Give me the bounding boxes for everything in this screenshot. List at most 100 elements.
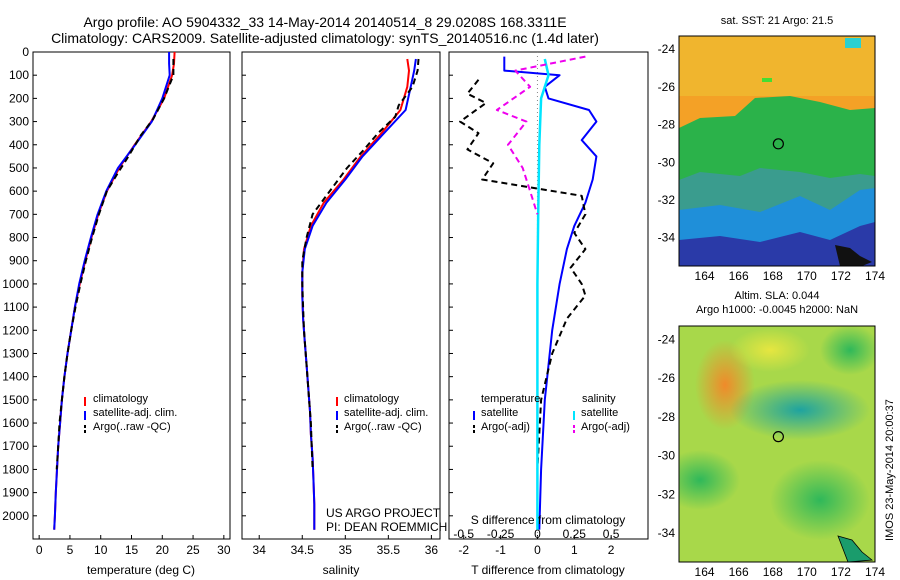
salinity-plot-frame	[241, 51, 441, 540]
difference-legend: temperature salinity satellite Argo(-adj…	[473, 393, 630, 434]
legend-label-argo: Argo(..raw -QC)	[93, 421, 171, 433]
x-tick-label: 5	[67, 543, 74, 557]
x-tick-label-top: -0.5	[453, 527, 474, 541]
credit-project: US ARGO PROJECT	[326, 506, 441, 520]
sla-map-subtitle: Argo h1000: -0.0045 h2000: NaN	[696, 304, 858, 316]
legend-label-t-satellite: satellite	[481, 407, 518, 419]
series-line-differences-0	[503, 56, 598, 530]
y-tick-label: 500	[9, 161, 29, 175]
map-x-tick-label: 172	[831, 269, 851, 283]
x-tick-label: 34.5	[291, 543, 315, 557]
series-line-salinity-1	[301, 58, 417, 530]
y-tick-label: 600	[9, 184, 29, 198]
y-tick-label: 1300	[2, 346, 29, 360]
temperature-legend: climatology satellite-adj. clim. Argo(..…	[84, 393, 177, 434]
timestamp-stamp: IMOS 23-May-2014 20:00:37	[884, 399, 896, 541]
x-tick-label: 1	[571, 543, 578, 557]
x-tick-label: 35	[339, 543, 353, 557]
y-tick-label: 1800	[2, 462, 29, 476]
float-position-marker	[772, 431, 784, 443]
temperature-xlabel: temperature (deg C)	[87, 563, 195, 577]
salinity-xlabel: salinity	[323, 563, 360, 577]
legend-label-argo: Argo(..raw -QC)	[344, 421, 422, 433]
x-tick-label: 2	[608, 543, 615, 557]
y-tick-label: 0	[22, 45, 29, 59]
y-tick-label: 300	[9, 115, 29, 129]
map-y-tick-label: -28	[658, 118, 676, 132]
temperature-plot-frame	[32, 51, 231, 540]
y-tick-label: 2000	[2, 509, 29, 523]
map-x-tick-label: 166	[729, 565, 749, 579]
y-tick-label: 1700	[2, 439, 29, 453]
float-position-marker	[772, 138, 784, 150]
map-x-tick-label: 170	[797, 269, 817, 283]
map-y-tick-label: -32	[658, 487, 676, 501]
y-tick-label: 1900	[2, 486, 29, 500]
map-x-tick-label: 164	[695, 269, 715, 283]
legend-label-satellite: satellite-adj. clim.	[344, 407, 428, 419]
series-line-salinity-2	[301, 58, 420, 470]
series-line-salinity-0	[301, 58, 410, 530]
series-line-temperature-0	[53, 51, 176, 530]
x-tick-label: 34	[253, 543, 267, 557]
map-y-tick-label: -26	[658, 371, 676, 385]
y-tick-label: 1200	[2, 323, 29, 337]
series-line-temperature-2	[55, 59, 175, 470]
y-tick-label: 800	[9, 231, 29, 245]
x-tick-label-top: 0.25	[563, 527, 587, 541]
x-tick-label: 0	[36, 543, 43, 557]
map-x-tick-label: 174	[865, 565, 885, 579]
sla-map-frame	[678, 325, 876, 563]
x-tick-label: 36	[425, 543, 439, 557]
map-x-tick-label: 168	[763, 269, 783, 283]
map-y-tick-label: -28	[658, 410, 676, 424]
y-tick-label: 200	[9, 91, 29, 105]
salinity-legend: climatology satellite-adj. clim. Argo(..…	[336, 393, 428, 434]
legend-label-satellite: satellite-adj. clim.	[93, 407, 177, 419]
series-line-differences-2	[536, 58, 550, 530]
map-y-tick-label: -24	[658, 42, 676, 56]
map-x-tick-label: 174	[865, 269, 885, 283]
map-x-tick-label: 164	[695, 565, 715, 579]
y-tick-label: 100	[9, 68, 29, 82]
difference-xlabel-top: S difference from climatology	[471, 513, 626, 527]
sst-map-title: sat. SST: 21 Argo: 21.5	[721, 15, 834, 27]
map-x-tick-label: 168	[763, 565, 783, 579]
sla-map: Altim. SLA: 0.044 Argo h1000: -0.0045 h2…	[678, 290, 876, 563]
x-tick-label: -1	[495, 543, 506, 557]
x-tick-label-top: -0.25	[487, 527, 515, 541]
map-y-tick-label: -30	[658, 155, 676, 169]
x-tick-label: 20	[156, 543, 170, 557]
map-y-tick-label: -32	[658, 193, 676, 207]
x-tick-label: 25	[186, 543, 200, 557]
y-tick-label: 1100	[3, 300, 29, 314]
map-y-tick-label: -24	[658, 333, 676, 347]
map-y-tick-label: -30	[658, 449, 676, 463]
x-tick-label: 35.5	[377, 543, 401, 557]
y-tick-label: 700	[9, 207, 29, 221]
legend-label-climatology: climatology	[93, 393, 149, 405]
map-x-tick-label: 166	[729, 269, 749, 283]
legend-label-s-satellite: satellite	[581, 407, 618, 419]
credit-pi: PI: DEAN ROEMMICH	[326, 520, 447, 534]
map-x-tick-label: 172	[831, 565, 851, 579]
figure-title-line2: Climatology: CARS2009. Satellite-adjuste…	[51, 30, 599, 46]
x-tick-label: 15	[125, 543, 139, 557]
series-line-differences-1	[459, 79, 587, 470]
series-line-differences-3	[495, 55, 586, 215]
x-tick-label-top: 0.5	[603, 527, 620, 541]
sst-map: sat. SST: 21 Argo: 21.5	[678, 15, 876, 267]
y-tick-label: 1400	[2, 370, 29, 384]
y-tick-label: 1000	[2, 277, 29, 291]
map-y-tick-label: -26	[658, 80, 676, 94]
difference-xlabel: T difference from climatology	[471, 563, 625, 577]
x-tick-label: 30	[217, 543, 231, 557]
y-tick-label: 1500	[2, 393, 29, 407]
series-line-temperature-1	[53, 52, 171, 530]
map-y-tick-label: -34	[658, 526, 676, 540]
y-tick-label: 1600	[2, 416, 29, 430]
y-tick-label: 400	[9, 138, 29, 152]
legend-label-t-argo: Argo(-adj)	[481, 421, 530, 433]
figure-title-line1: Argo profile: AO 5904332_33 14-May-2014 …	[83, 14, 567, 30]
